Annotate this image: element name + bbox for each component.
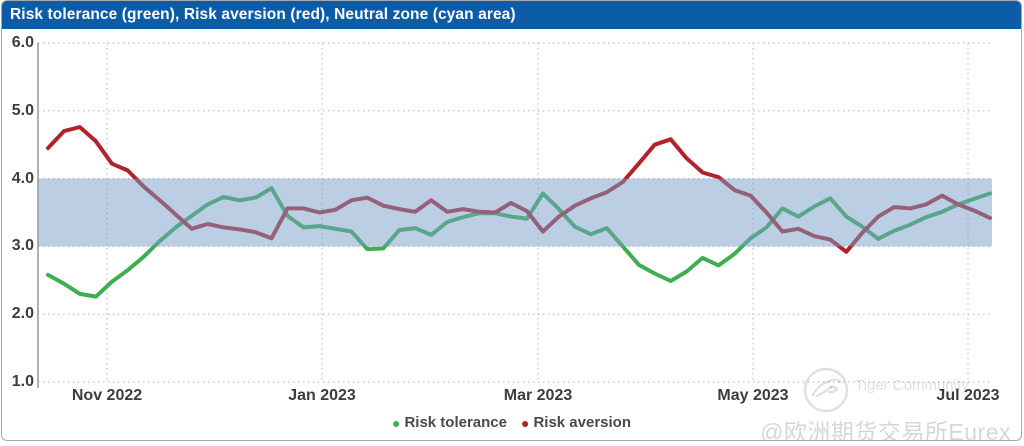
legend-label: Risk aversion bbox=[533, 414, 632, 431]
y-tick-label: 6.0 bbox=[11, 34, 34, 51]
y-tick-label: 5.0 bbox=[11, 101, 34, 119]
y-tick-label: 2.0 bbox=[11, 305, 34, 323]
legend-dot-icon: ● bbox=[520, 414, 530, 431]
chart-header: Risk tolerance (green), Risk aversion (r… bbox=[2, 1, 1021, 29]
x-tick-label: May 2023 bbox=[717, 387, 789, 404]
x-tick-label: Jan 2023 bbox=[288, 387, 356, 404]
legend-dot-icon: ● bbox=[391, 414, 401, 431]
x-tick-label: Jul 2023 bbox=[936, 387, 1000, 404]
legend-item-risk-aversion: ● Risk aversion bbox=[521, 414, 631, 431]
x-tick-label: Mar 2023 bbox=[503, 387, 573, 404]
chart-title: Risk tolerance (green), Risk aversion (r… bbox=[10, 6, 516, 23]
x-tick-label: Nov 2022 bbox=[71, 387, 143, 404]
y-tick-label: 4.0 bbox=[11, 169, 34, 187]
y-tick-label: 3.0 bbox=[11, 237, 34, 255]
chart-legend: ● Risk tolerance ● Risk aversion bbox=[2, 414, 1021, 431]
neutral-zone-band bbox=[38, 178, 992, 247]
y-tick-label: 1.0 bbox=[11, 373, 34, 390]
legend-item-risk-tolerance: ● Risk tolerance bbox=[392, 414, 507, 431]
legend-label: Risk tolerance bbox=[404, 414, 507, 431]
